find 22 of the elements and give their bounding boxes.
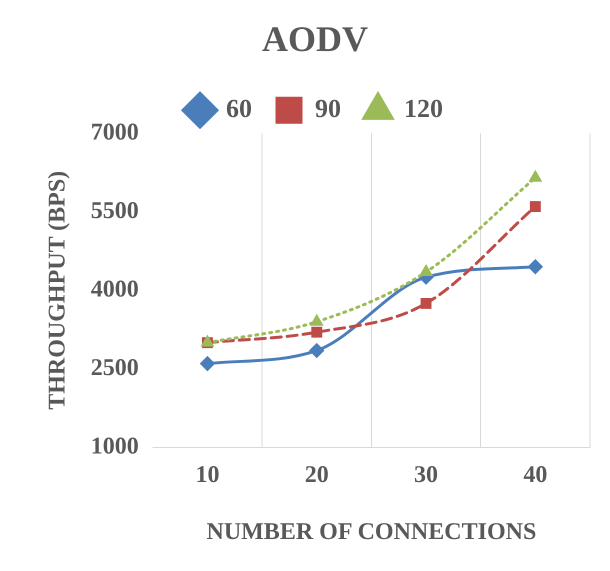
point	[528, 170, 542, 182]
point	[311, 326, 322, 338]
y-tick-label: 1000	[90, 434, 139, 460]
x-axis-title: NUMBER OF CONNECTIONS	[206, 518, 536, 545]
x-tick-label: 40	[523, 462, 548, 488]
point	[309, 343, 324, 358]
y-tick-label: 7000	[90, 119, 139, 146]
chart-title: AODV	[262, 18, 368, 59]
y-tick-label: 2500	[90, 355, 139, 382]
legend-label: 60	[226, 94, 252, 123]
y-tick-label: 5500	[90, 198, 139, 224]
point	[200, 356, 215, 372]
x-tick-label: 10	[195, 462, 220, 488]
y-tick-label: 4000	[90, 276, 139, 303]
x-tick-label: 20	[304, 462, 329, 488]
point	[530, 201, 541, 212]
point	[528, 259, 543, 274]
point	[420, 298, 432, 309]
legend-label: 90	[315, 94, 341, 123]
legend-label: 120	[404, 94, 443, 123]
y-axis-title: THROUGHPUT (BPS)	[44, 170, 71, 410]
x-tick-label: 30	[414, 462, 438, 488]
